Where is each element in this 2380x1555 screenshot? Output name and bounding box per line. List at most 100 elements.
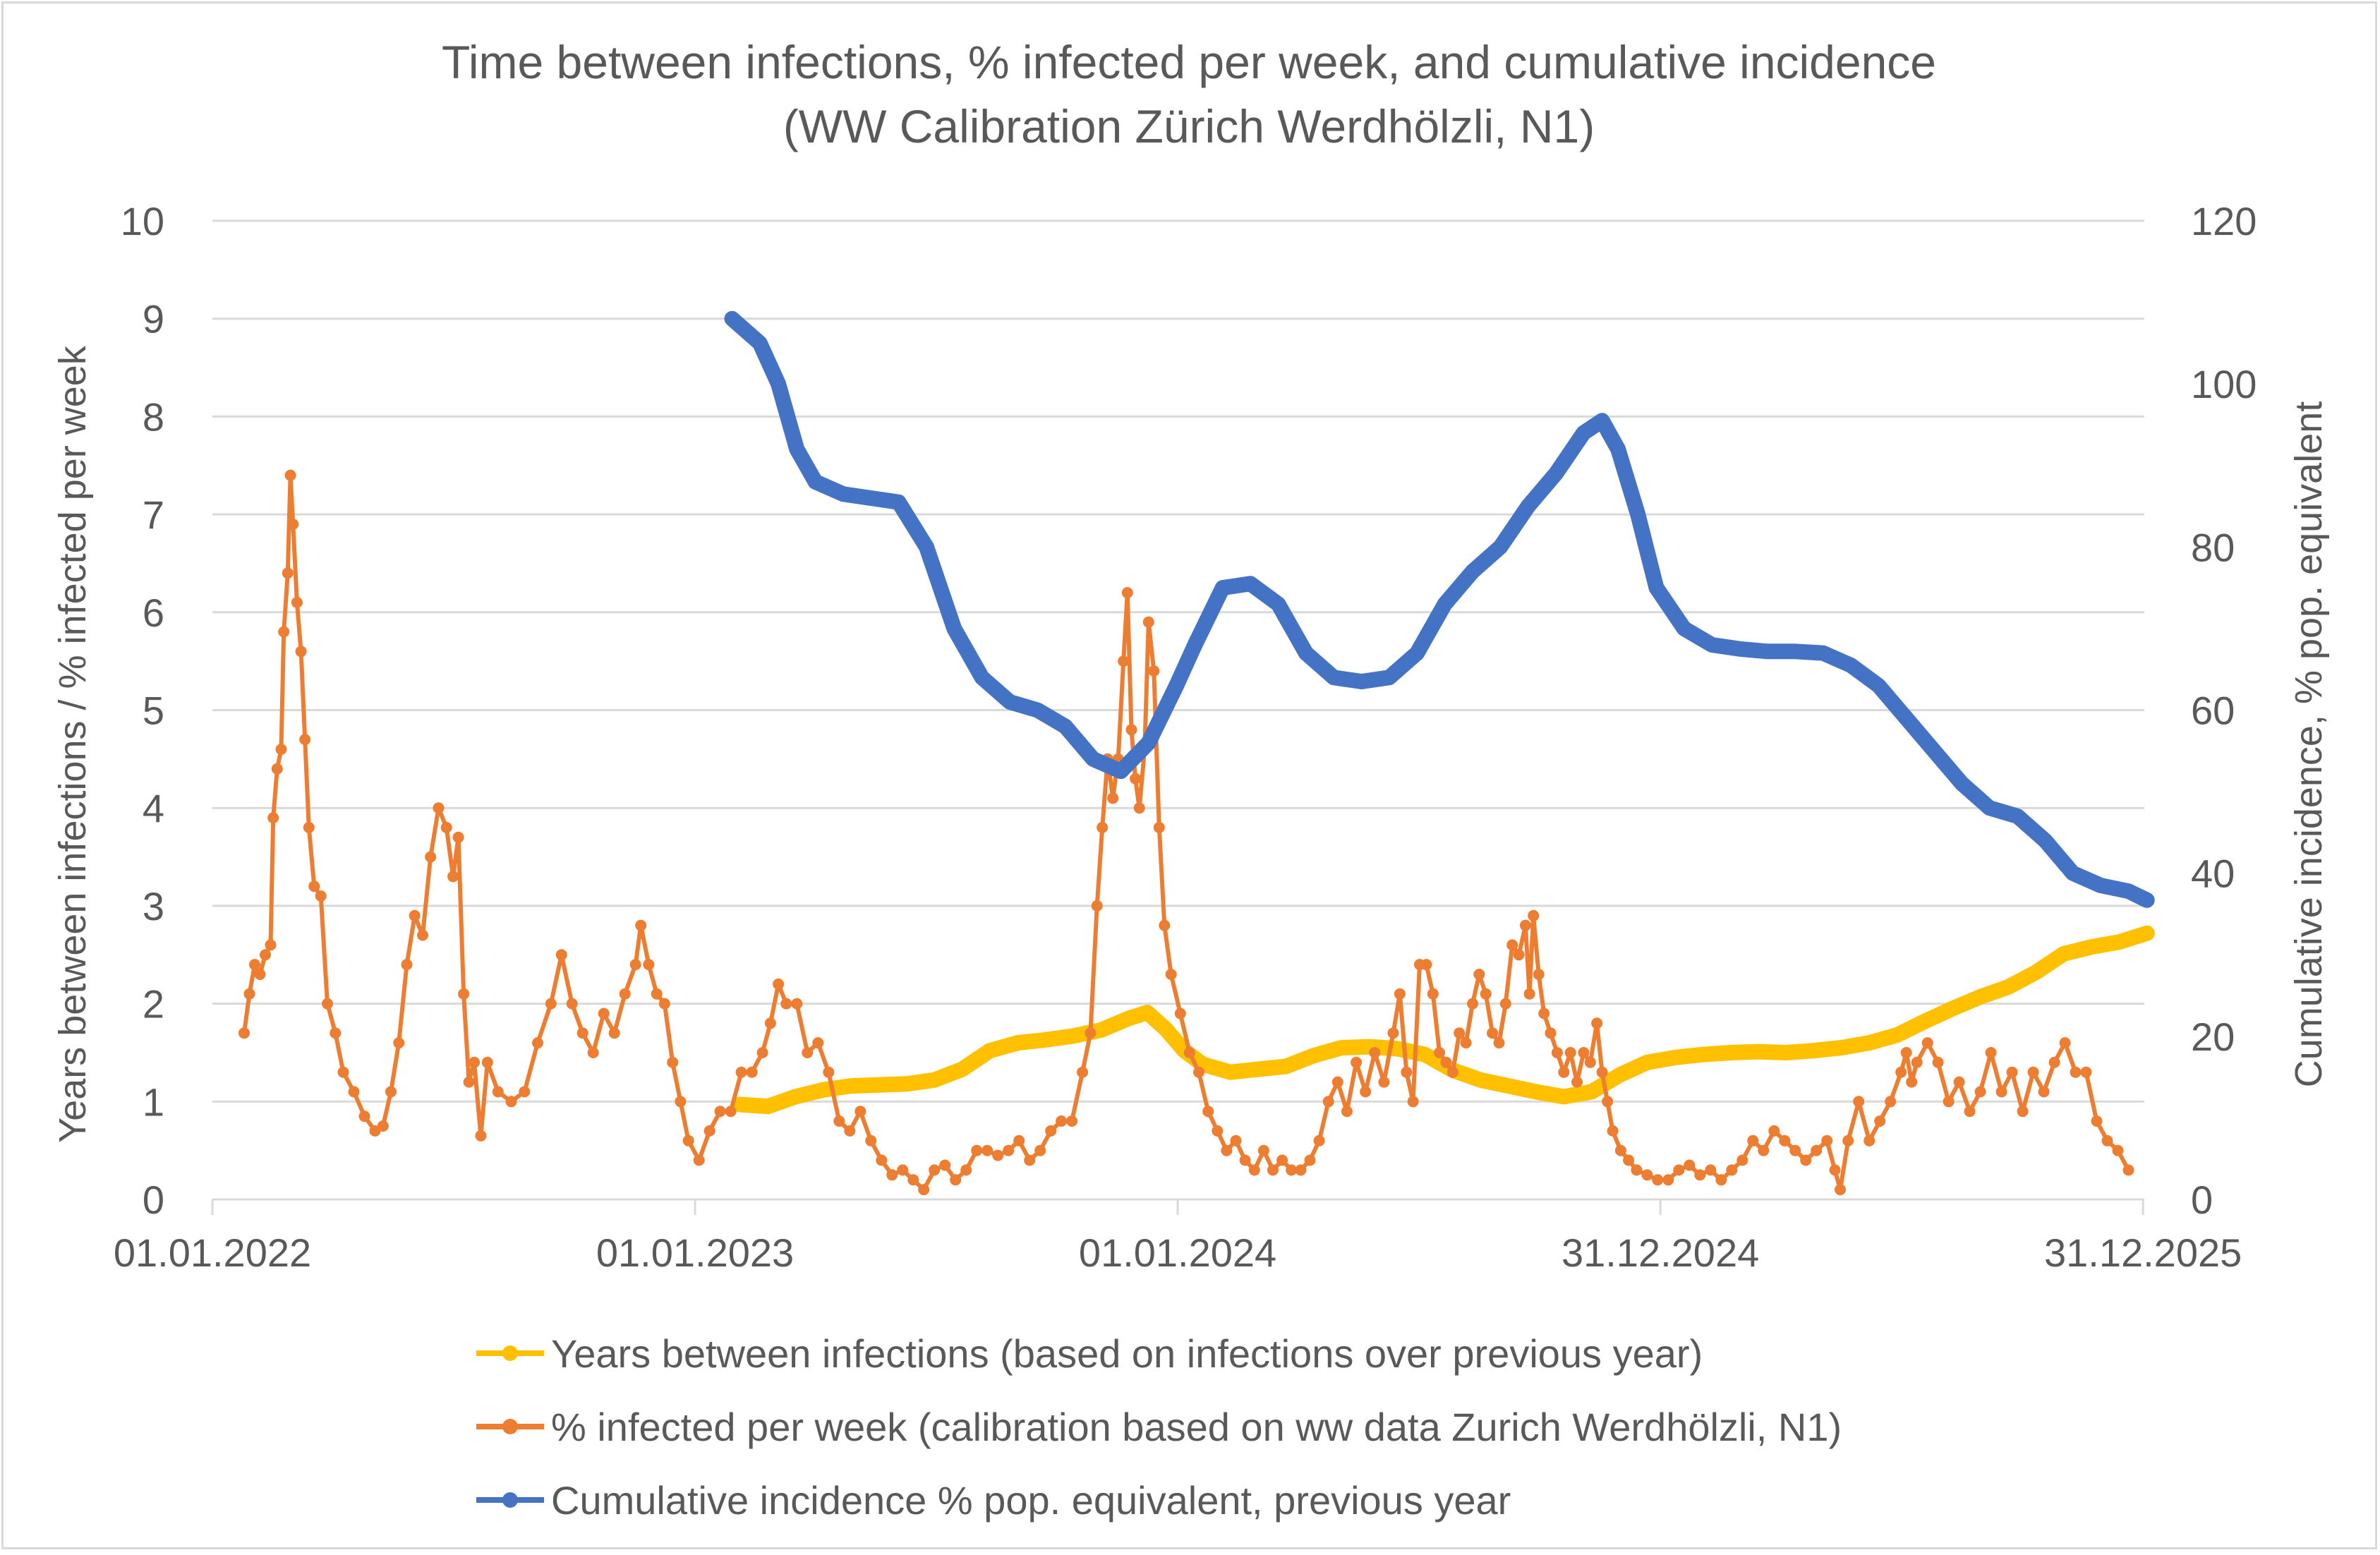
data-point bbox=[2113, 936, 2126, 949]
data-point bbox=[981, 1144, 993, 1156]
data-point bbox=[303, 821, 315, 833]
right-tick-label: 100 bbox=[2191, 362, 2257, 406]
data-point bbox=[1122, 1012, 1135, 1025]
data-point bbox=[1694, 1169, 1706, 1181]
data-point bbox=[897, 1164, 909, 1176]
data-point bbox=[440, 821, 452, 833]
data-point bbox=[1056, 1115, 1068, 1127]
data-point bbox=[1918, 1015, 1931, 1028]
data-point bbox=[2101, 1135, 2113, 1146]
series-1 bbox=[732, 925, 2155, 1115]
data-point bbox=[1011, 1036, 1025, 1050]
data-point bbox=[1434, 1047, 1446, 1058]
data-point bbox=[1758, 1144, 1770, 1156]
data-point bbox=[1641, 1169, 1653, 1181]
data-point bbox=[1613, 1068, 1626, 1082]
data-point bbox=[1085, 1027, 1097, 1039]
data-point bbox=[1788, 644, 1803, 659]
data-point bbox=[1307, 1049, 1321, 1063]
data-point bbox=[1863, 1036, 1876, 1050]
data-point bbox=[1003, 694, 1017, 709]
data-point bbox=[1684, 1159, 1696, 1171]
data-point bbox=[1474, 1073, 1487, 1087]
data-point bbox=[475, 1130, 487, 1142]
data-point bbox=[1169, 678, 1184, 693]
data-point bbox=[1932, 1056, 1944, 1068]
data-point bbox=[802, 1047, 814, 1058]
data-point bbox=[1705, 638, 1720, 652]
data-point bbox=[1736, 1154, 1748, 1166]
left-tick-label: 6 bbox=[143, 591, 164, 635]
data-point bbox=[761, 1100, 775, 1113]
chart-subtitle: (WW Calibration Zürich Werdhölzli, N1) bbox=[783, 100, 1595, 152]
data-point bbox=[1193, 1066, 1204, 1078]
data-point bbox=[1221, 1144, 1233, 1156]
data-point bbox=[1533, 969, 1545, 980]
data-point bbox=[1387, 1027, 1399, 1039]
data-point bbox=[1842, 1135, 1854, 1146]
data-point bbox=[598, 1008, 610, 1019]
data-point bbox=[1224, 1065, 1237, 1079]
data-point bbox=[2002, 981, 2014, 993]
data-point bbox=[1726, 1164, 1738, 1176]
left-tick-label: 5 bbox=[143, 689, 164, 733]
data-point bbox=[1013, 1135, 1025, 1146]
data-point bbox=[1487, 1027, 1499, 1039]
data-point bbox=[1780, 1046, 1793, 1059]
data-point bbox=[1521, 499, 1535, 514]
data-point bbox=[1454, 1027, 1466, 1039]
data-point bbox=[865, 1135, 877, 1146]
data-point bbox=[2057, 947, 2070, 960]
data-point bbox=[1410, 646, 1425, 660]
right-tick-label: 20 bbox=[2191, 1015, 2235, 1059]
right-tick-label: 40 bbox=[2191, 852, 2235, 896]
data-point bbox=[1039, 1033, 1052, 1046]
data-point bbox=[447, 871, 459, 883]
data-point bbox=[1943, 1096, 1955, 1108]
data-point bbox=[939, 1159, 951, 1171]
data-point bbox=[282, 567, 294, 579]
data-point bbox=[1267, 1164, 1279, 1176]
data-point bbox=[703, 1125, 715, 1137]
data-point bbox=[808, 474, 823, 489]
left-tick-label: 0 bbox=[143, 1178, 164, 1222]
left-tick-label: 1 bbox=[143, 1079, 164, 1124]
data-point bbox=[1906, 1076, 1918, 1088]
data-point bbox=[1715, 1174, 1727, 1186]
left-tick-label: 9 bbox=[143, 297, 164, 341]
data-point bbox=[635, 919, 647, 931]
legend-item: % infected per week (calibration based o… bbox=[476, 1405, 1842, 1449]
data-point bbox=[872, 1078, 886, 1091]
data-point bbox=[1732, 641, 1747, 656]
data-point bbox=[452, 831, 464, 843]
data-point bbox=[1747, 1135, 1759, 1146]
data-point bbox=[1874, 1115, 1886, 1127]
right-tick-label: 80 bbox=[2191, 525, 2235, 569]
left-axis-ticks: 0 1 2 3 4 5 6 7 8 9 10 bbox=[121, 199, 164, 1222]
data-point bbox=[1159, 1022, 1173, 1036]
data-point bbox=[1895, 1066, 1907, 1078]
data-point bbox=[1271, 597, 1286, 612]
data-point bbox=[1844, 658, 1858, 672]
data-point bbox=[2048, 1056, 2060, 1068]
x-axis-ticks: 01.01.2022 01.01.2023 01.01.2024 31.12.2024… bbox=[114, 1199, 2242, 1275]
data-point bbox=[833, 1115, 845, 1127]
data-point bbox=[1807, 1044, 1820, 1058]
data-point bbox=[1230, 1135, 1242, 1146]
data-point bbox=[401, 959, 413, 971]
series-layer bbox=[238, 310, 2155, 1196]
data-point bbox=[1911, 1056, 1923, 1068]
data-point bbox=[1418, 1048, 1432, 1061]
data-point bbox=[1800, 1154, 1812, 1166]
data-point bbox=[2029, 966, 2043, 979]
data-point bbox=[651, 988, 663, 1000]
data-point bbox=[1212, 1125, 1224, 1137]
data-point bbox=[682, 1135, 694, 1146]
data-point bbox=[928, 1073, 941, 1087]
data-point bbox=[1502, 1079, 1515, 1093]
data-point bbox=[1585, 1085, 1598, 1099]
data-point bbox=[417, 929, 428, 941]
data-point bbox=[1058, 719, 1073, 734]
data-point bbox=[1174, 1008, 1186, 1019]
data-point bbox=[1953, 1076, 1965, 1088]
